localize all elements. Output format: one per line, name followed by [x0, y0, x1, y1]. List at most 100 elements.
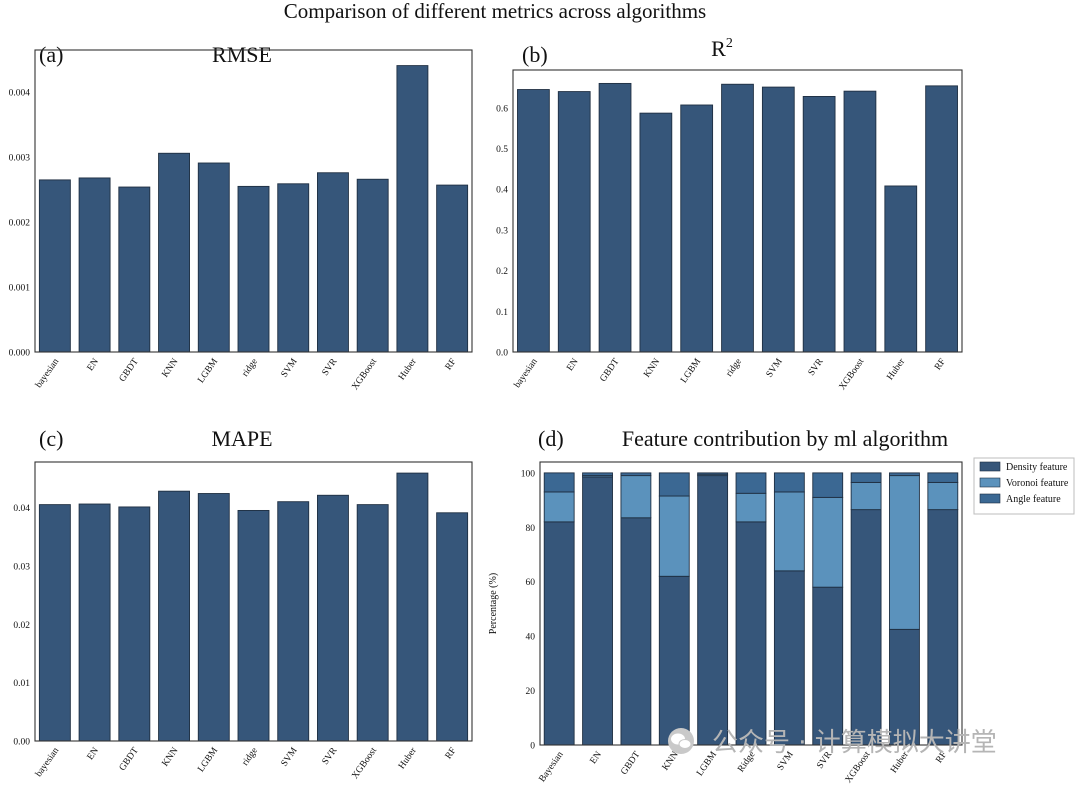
- bar-ridge: [237, 185, 270, 353]
- stacked-bar-angle-feature-lgbm: [697, 472, 729, 475]
- panel-title-text: R: [711, 36, 726, 61]
- stacked-bar-density-feature-knn: [658, 575, 690, 746]
- wechat-icon: [668, 728, 694, 754]
- y-tick-label: 60: [526, 578, 536, 588]
- stacked-bar-voronoi-feature-ridge: [735, 492, 767, 523]
- stacked-bar-density-feature-xgboost: [850, 509, 882, 746]
- stacked-bar-voronoi-feature-svm: [773, 491, 805, 572]
- x-tick-label-rf: RF: [933, 357, 948, 372]
- bar-gbdt: [118, 506, 151, 742]
- legend-label-density-feature: Density feature: [1006, 462, 1068, 473]
- stacked-bar-density-feature-rf: [927, 509, 959, 746]
- y-tick-label: 0.001: [9, 284, 31, 294]
- y-tick-label: 20: [526, 687, 536, 697]
- x-tick-label-gbdt: GBDT: [118, 357, 141, 384]
- x-tick-label-rf: RF: [444, 357, 459, 372]
- x-tick-label-en: EN: [86, 357, 102, 373]
- y-tick-label: 0: [530, 742, 535, 752]
- y-tick-label: 0.5: [496, 145, 508, 155]
- legend-swatch-angle-feature: [979, 493, 1001, 504]
- stacked-bar-voronoi-feature-gbdt: [620, 475, 652, 519]
- x-tick-label-lgbm: LGBM: [196, 357, 220, 386]
- legend-label-angle-feature: Angle feature: [1006, 494, 1061, 505]
- x-tick-label-svm: SVM: [765, 357, 785, 380]
- y-tick-label: 0.2: [496, 267, 508, 277]
- y-tick-label: 0.004: [9, 89, 31, 99]
- x-tick-label-xgboost: XGBoost: [350, 357, 379, 392]
- panel-title: RMSE: [212, 42, 272, 67]
- stacked-bar-voronoi-feature-svr: [812, 496, 844, 588]
- x-tick-label-rf: RF: [444, 746, 459, 761]
- stacked-bar-angle-feature-svr: [812, 472, 844, 498]
- x-tick-label-gbdt: GBDT: [118, 746, 141, 773]
- x-tick-label-knn: KNN: [160, 357, 180, 380]
- stacked-bar-angle-feature-rf: [927, 472, 959, 483]
- panel-a: (a) RMSE 0.000 0.001 0.002 0.003 0.004 bayesian…: [9, 42, 473, 392]
- bar-huber: [396, 472, 429, 742]
- bar-lgbm: [197, 493, 230, 742]
- y-tick-label: 0.0: [496, 349, 508, 359]
- bar-rf: [925, 85, 958, 353]
- bar-huber: [396, 65, 429, 353]
- x-tick-label-xgboost: XGBoost: [350, 746, 379, 781]
- x-tick-label-en: EN: [86, 746, 102, 762]
- stacked-bar-density-feature-gbdt: [620, 517, 652, 746]
- x-tick-label-bayesian: Bayesian: [537, 750, 565, 784]
- x-tick-label-svm: SVM: [280, 357, 300, 380]
- x-tick-label-lgbm: LGBM: [196, 746, 220, 775]
- watermark-text: 公众号 · 计算模拟大讲堂: [712, 728, 997, 758]
- panel-label: (c): [39, 426, 63, 451]
- x-tick-label-xgboost: XGBoost: [838, 357, 867, 392]
- panel-title: Feature contribution by ml algorithm: [622, 426, 948, 451]
- y-tick-label: 100: [521, 469, 536, 479]
- y-tick-label: 0.03: [13, 562, 30, 572]
- stacked-bar-voronoi-feature-xgboost: [850, 481, 882, 511]
- bar-svm: [761, 86, 795, 353]
- x-tick-label-bayesian: bayesian: [34, 357, 61, 390]
- bar-ridge: [721, 83, 754, 353]
- y-tick-label: 40: [526, 633, 536, 643]
- stacked-bar-angle-feature-knn: [658, 472, 690, 497]
- x-tick-label-svr: SVR: [321, 745, 340, 766]
- bar-en: [78, 503, 111, 742]
- x-tick-label-svm: SVM: [280, 746, 300, 769]
- y-axis-label: Percentage (%): [488, 573, 499, 634]
- stacked-bar-angle-feature-bayesian: [543, 472, 575, 493]
- bar-bayesian: [38, 504, 71, 742]
- stacked-bar-density-feature-bayesian: [543, 521, 575, 746]
- x-tick-label-gbdt: GBDT: [619, 750, 642, 777]
- bar-lgbm: [197, 162, 230, 353]
- axes-frame: [512, 69, 963, 353]
- x-tick-label-bayesian: bayesian: [34, 746, 61, 779]
- y-tick-label: 80: [526, 524, 536, 534]
- bar-huber: [884, 185, 918, 353]
- bar-rf: [436, 184, 469, 353]
- y-tick-label: 0.002: [9, 219, 31, 229]
- y-tick-label: 0.01: [13, 679, 30, 689]
- bar-xgboost: [356, 178, 389, 353]
- bar-en: [557, 91, 591, 353]
- stacked-bar-voronoi-feature-bayesian: [543, 491, 575, 523]
- x-tick-label-ridge: ridge: [241, 746, 260, 768]
- y-tick-label: 0.003: [9, 154, 31, 164]
- x-tick-label-en: EN: [565, 357, 581, 373]
- axes-frame: [34, 49, 473, 353]
- x-tick-label-huber: Huber: [397, 745, 419, 771]
- panel-title: MAPE: [211, 426, 272, 451]
- y-tick-label: 0.00: [13, 738, 30, 748]
- y-tick-label: 0.02: [13, 621, 30, 631]
- stacked-bar-density-feature-svm: [773, 570, 805, 746]
- bar-lgbm: [680, 104, 714, 353]
- x-tick-label-huber: Huber: [397, 356, 419, 382]
- bar-en: [78, 177, 111, 353]
- panel-label: (b): [522, 42, 548, 67]
- stacked-bar-angle-feature-gbdt: [620, 472, 652, 477]
- x-tick-label-knn: KNN: [160, 746, 180, 769]
- bar-svr: [317, 172, 349, 353]
- x-tick-label-knn: KNN: [642, 357, 662, 380]
- stacked-bar-voronoi-feature-huber: [889, 475, 920, 630]
- bar-bayesian: [517, 89, 550, 353]
- x-tick-label-gbdt: GBDT: [598, 357, 621, 384]
- bar-knn: [639, 112, 673, 353]
- x-tick-label-svr: SVR: [807, 356, 826, 377]
